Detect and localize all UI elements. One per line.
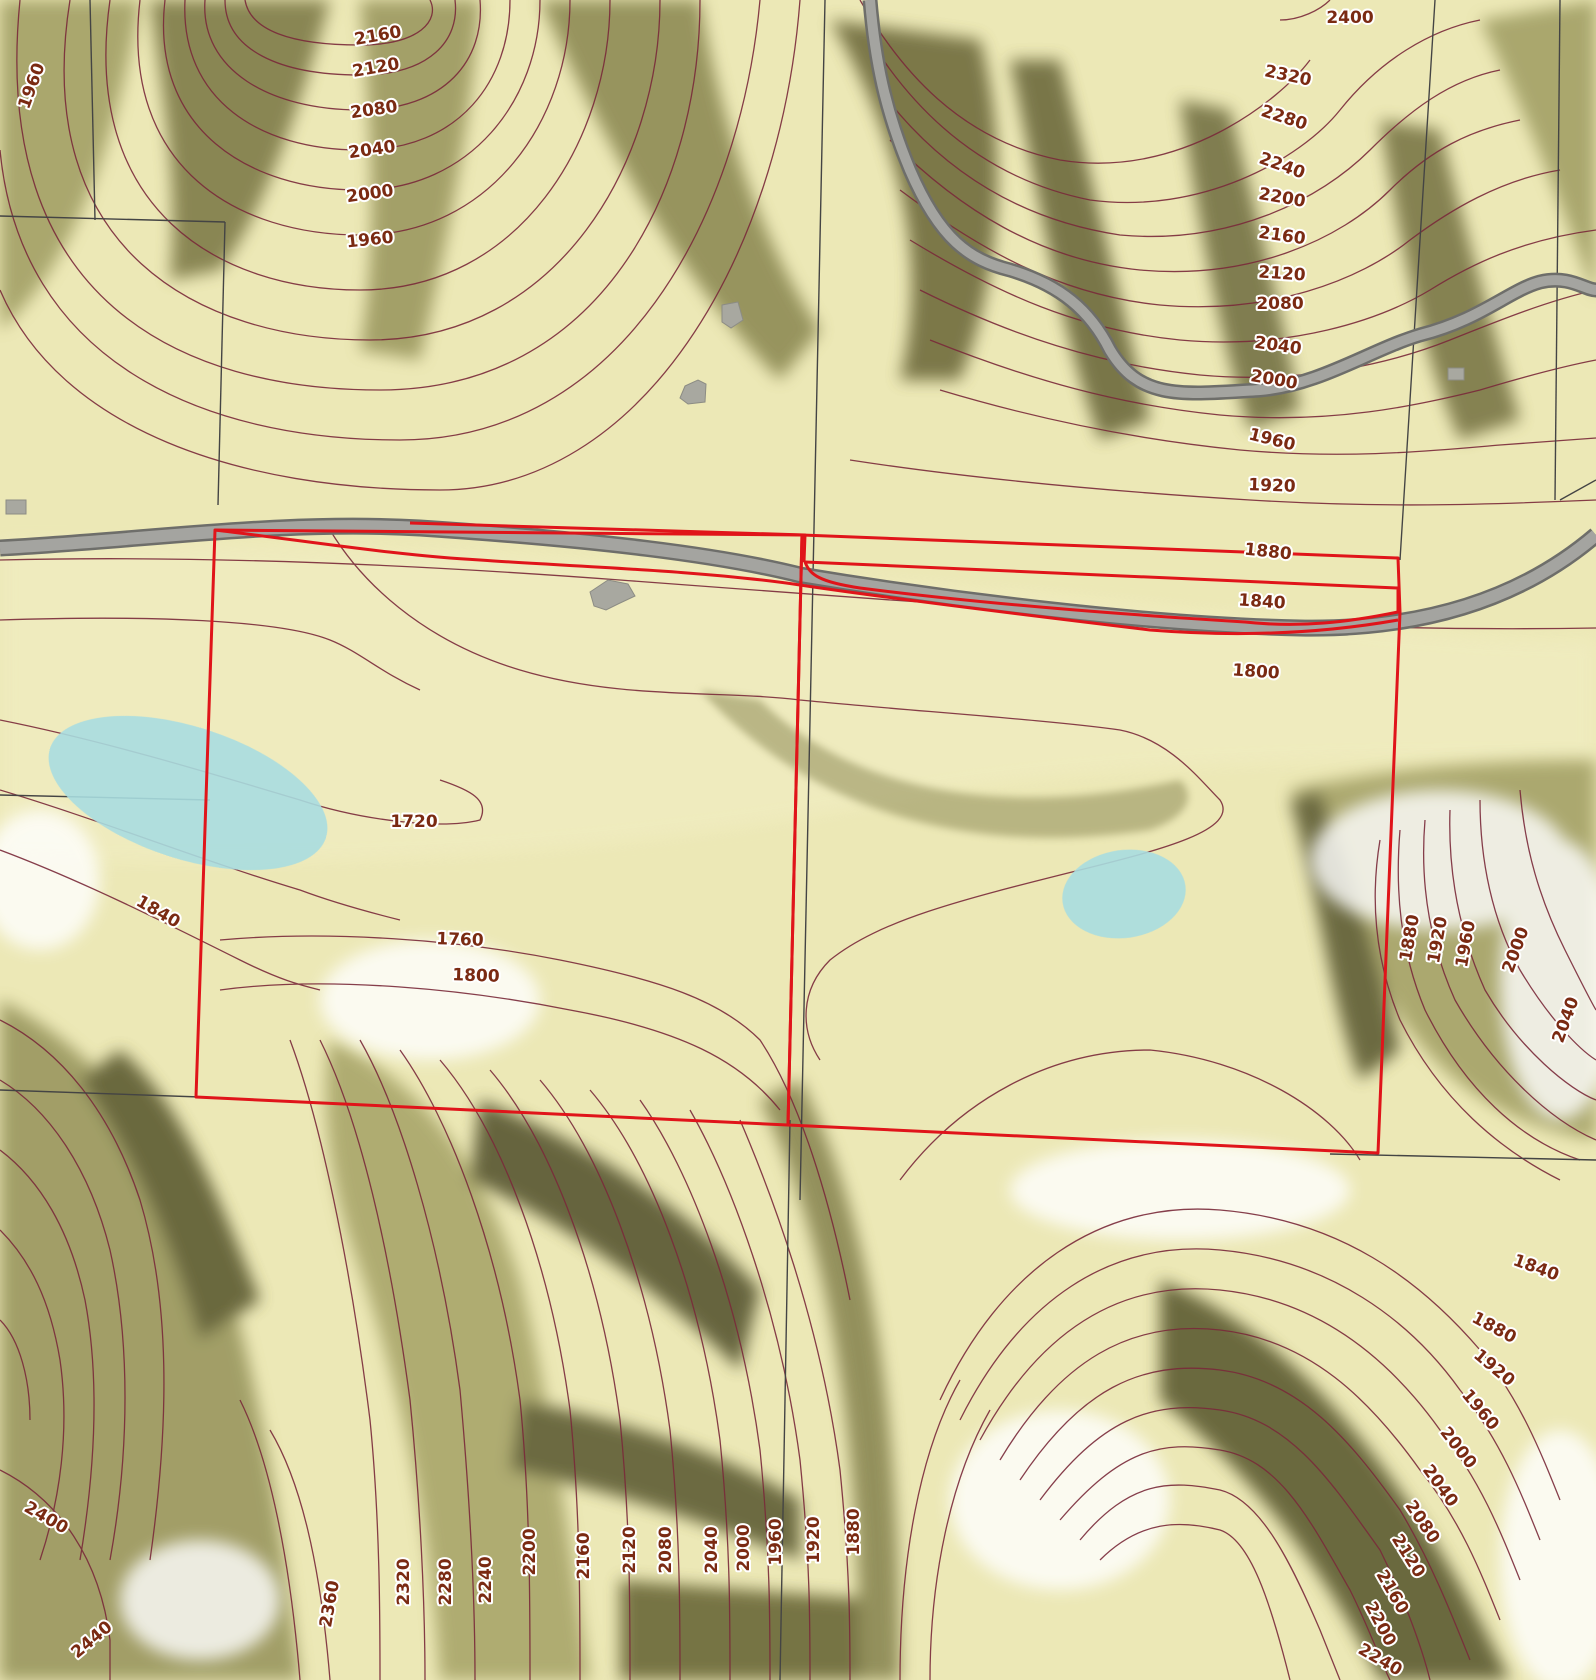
contour-label: 2160 [574, 1532, 594, 1579]
contour-label: 1840 [1238, 590, 1287, 613]
contour-label: 1760 [436, 929, 484, 951]
contour-label: 2080 [1256, 294, 1303, 314]
buildings [5, 301, 1465, 611]
contour-label: 1920 [1248, 475, 1296, 497]
contour-label: 1880 [844, 1508, 864, 1555]
contour-label: 2240 [476, 1556, 496, 1603]
contour-label: 1720 [390, 812, 437, 832]
contour-label: 1800 [452, 965, 500, 987]
contour-label: 2000 [734, 1524, 754, 1571]
contour-label: 1960 [766, 1518, 786, 1565]
contour-label: 2400 [1326, 8, 1373, 28]
parcel-boundary-east [786, 533, 1402, 1155]
contour-label: 2280 [436, 1558, 456, 1605]
water-bodies [48, 715, 1186, 939]
contour-label: 2080 [656, 1526, 676, 1573]
contour-label: 2040 [702, 1526, 722, 1573]
contour-label: 2320 [394, 1558, 414, 1605]
highlighted-parcels [194, 521, 1402, 1155]
contour-label: 1920 [804, 1516, 824, 1563]
pond-east [1062, 849, 1186, 939]
parcel-road-strip [803, 560, 1400, 626]
contour-label: 2200 [520, 1528, 540, 1575]
parcel-road-edge [214, 528, 1399, 636]
contour-label: 1800 [1232, 660, 1281, 683]
contour-label: 2120 [620, 1526, 640, 1573]
parcel-strip-west [409, 521, 807, 563]
contour-label: 2120 [1258, 262, 1307, 285]
pond-west [48, 715, 328, 871]
